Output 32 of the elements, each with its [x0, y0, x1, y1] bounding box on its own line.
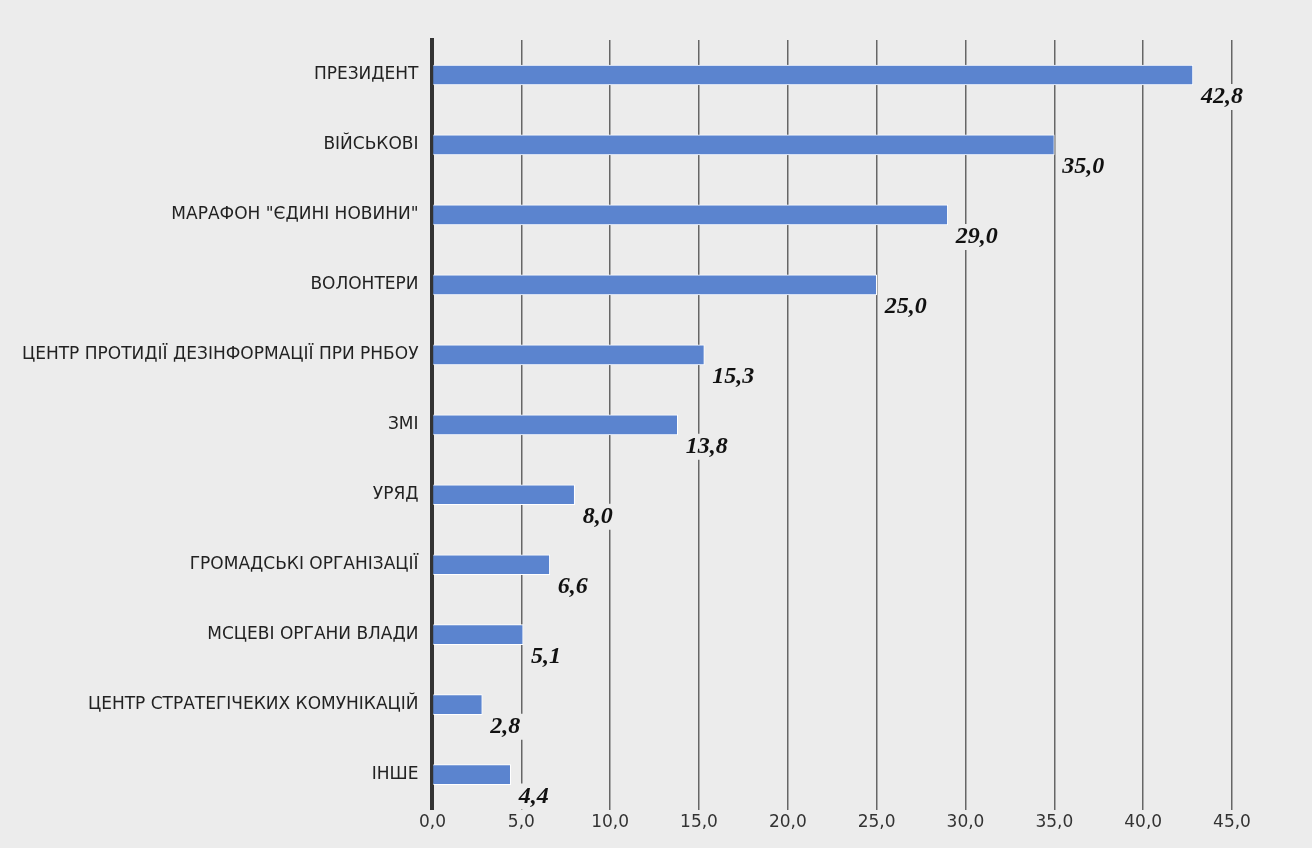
x-tick-label: 40,0: [1124, 811, 1163, 832]
data-label: 4,4: [517, 781, 549, 808]
data-label: 2,8: [489, 711, 521, 738]
data-label: 6,6: [557, 571, 588, 598]
y-tick-label: ЦЕНТР СТРАТЕГІЧЕКИХ КОМУНІКАЦІЙ: [87, 692, 419, 714]
y-tick-label: ЦЕНТР ПРОТИДІЇ ДЕЗІНФОРМАЦІЇ ПРИ РНБОУ: [22, 343, 420, 364]
y-tick-label: МАРАФОН "ЄДИНІ НОВИНИ": [171, 203, 419, 224]
x-tick-label: 10,0: [591, 811, 630, 832]
y-tick-label: ВОЛОНТЕРИ: [310, 273, 419, 294]
data-label: 15,3: [712, 362, 755, 389]
y-tick-label: ІНШЕ: [371, 763, 419, 784]
data-label: 13,8: [685, 432, 728, 458]
x-tick-label: 20,0: [768, 811, 807, 832]
y-tick-label: ЗМІ: [387, 413, 419, 434]
data-label: 29,0: [954, 222, 998, 249]
x-tick-label: 35,0: [1035, 811, 1074, 832]
data-label: 42,8: [1199, 82, 1243, 109]
data-label: 5,1: [531, 641, 562, 668]
x-tick-label: 5,0: [507, 811, 535, 832]
y-tick-label: МСЦЕВІ ОРГАНИ ВЛАДИ: [207, 623, 419, 644]
data-label: 35,0: [1061, 152, 1105, 179]
y-tick-label: УРЯД: [372, 483, 419, 504]
x-tick-label: 25,0: [857, 811, 896, 832]
y-tick-label: ПРЕЗИДЕНТ: [313, 63, 420, 84]
x-tick-label: 30,0: [946, 811, 985, 832]
x-tick-label: 15,0: [680, 811, 718, 832]
x-tick-label: 0,0: [418, 811, 447, 832]
y-tick-label: ВІЙСЬКОВІ: [323, 132, 419, 154]
data-label: 25,0: [883, 292, 927, 319]
x-tick-label: 45,0: [1213, 811, 1251, 832]
data-label: 8,0: [582, 501, 613, 528]
y-tick-label: ГРОМАДСЬКІ ОРГАНІЗАЦІЇ: [189, 553, 419, 574]
